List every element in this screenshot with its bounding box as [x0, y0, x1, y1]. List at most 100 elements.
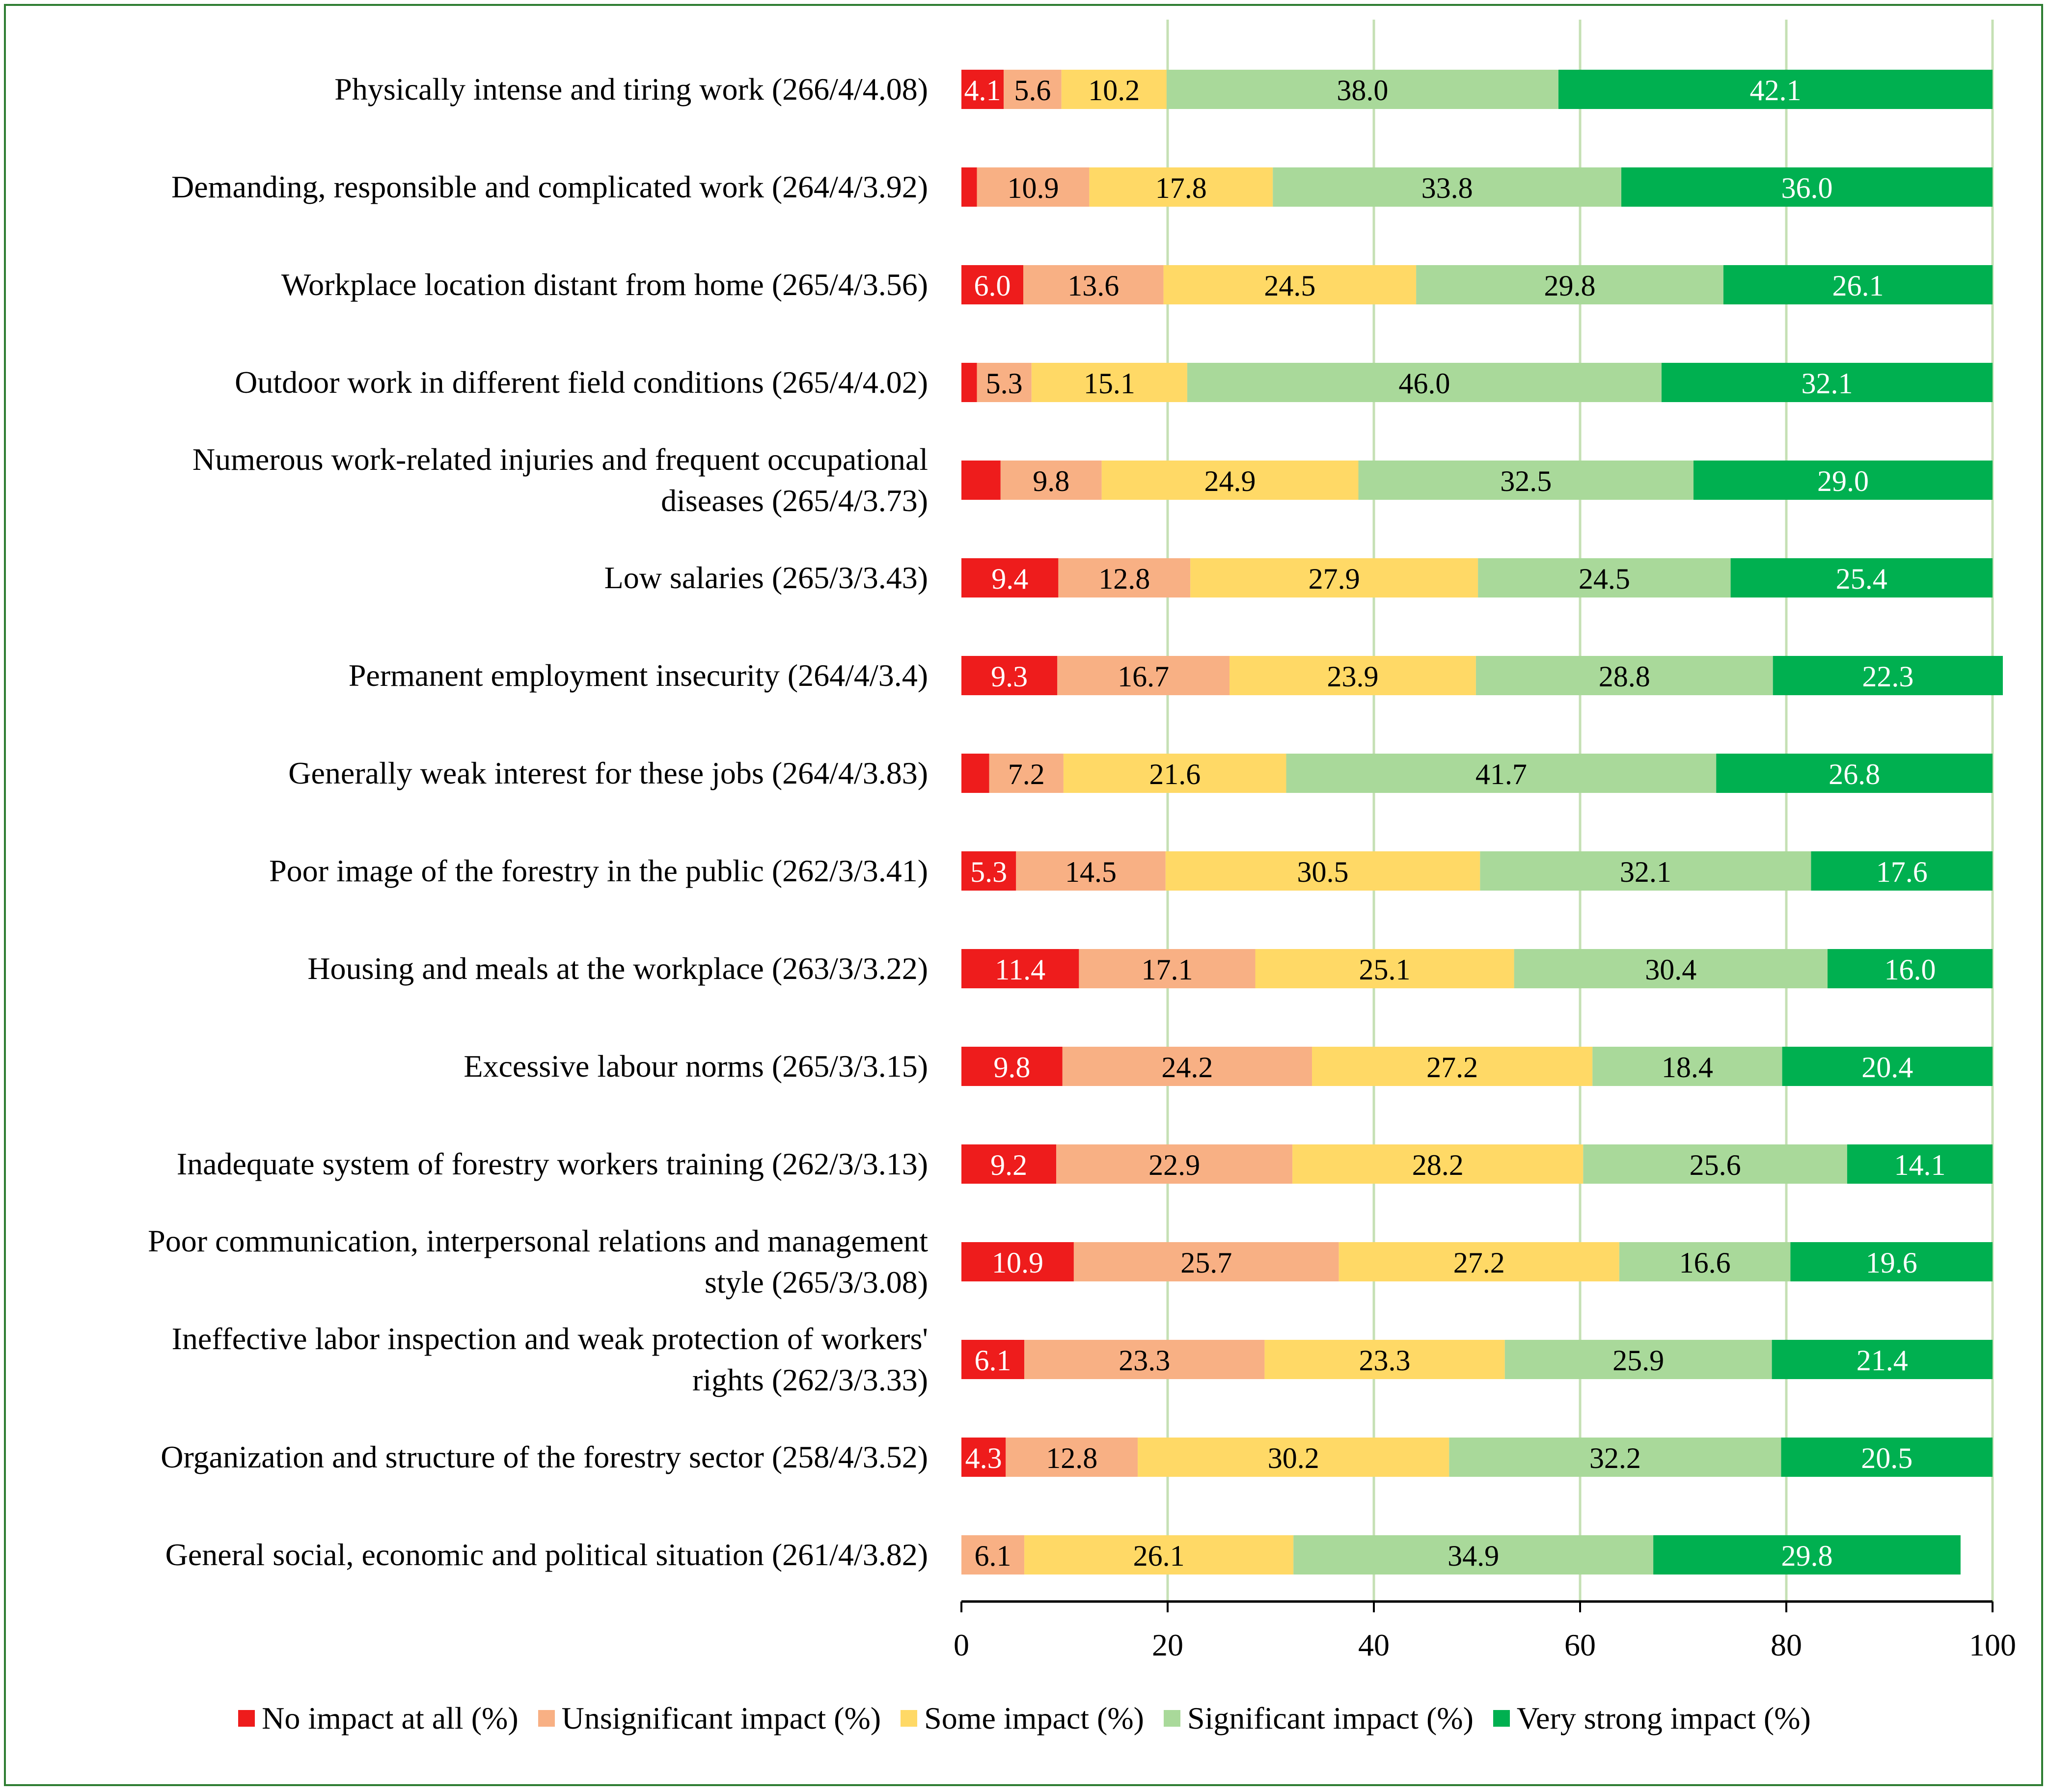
- category-label-line: Inadequate system of forestry workers tr…: [176, 1146, 928, 1181]
- category-label-line: Poor communication, interpersonal relati…: [148, 1223, 928, 1258]
- legend-swatch: [1493, 1710, 1510, 1727]
- data-label: 12.8: [1046, 1442, 1097, 1474]
- bar-segment: [1079, 949, 1256, 988]
- bar-segment: [1592, 1047, 1782, 1086]
- data-label: 17.6: [1876, 856, 1928, 888]
- data-label: 15.1: [1084, 367, 1135, 400]
- data-label: 26.8: [1829, 758, 1880, 790]
- bar-segment: [1781, 1438, 1993, 1477]
- category-label-line: diseases (265/4/3.73): [661, 483, 928, 518]
- data-label: 25.7: [1180, 1247, 1232, 1279]
- bar-segment: [1229, 656, 1476, 695]
- data-label: 10.2: [1088, 74, 1140, 107]
- data-label: 17.1: [1141, 953, 1193, 986]
- bar-segment: [961, 461, 1001, 500]
- legend: No impact at all (%) Unsignificant impact…: [0, 1694, 2049, 1743]
- bar-segment: [961, 656, 1058, 695]
- bar-segment: [1264, 1340, 1505, 1379]
- bar-segment: [961, 1340, 1025, 1379]
- bar-segment: [1006, 1438, 1138, 1477]
- bar-segment: [1583, 1144, 1847, 1184]
- bar-segment: [961, 1047, 1063, 1086]
- bar-segment: [1101, 461, 1359, 500]
- data-label: 25.9: [1612, 1344, 1664, 1377]
- bar-segment: [1716, 754, 1993, 793]
- category-label: Physically intense and tiring work (266/…: [5, 69, 928, 110]
- category-label: Low salaries (265/3/3.43): [5, 557, 928, 598]
- category-label-line: Excessive labour norms (265/3/3.15): [464, 1049, 928, 1084]
- bar-segment: [1190, 558, 1478, 597]
- x-tick-label: 20: [1152, 1628, 1183, 1662]
- category-label-line: rights (262/3/3.33): [692, 1362, 928, 1397]
- data-label: 42.1: [1749, 74, 1801, 107]
- category-label: Workplace location distant from home (26…: [5, 264, 928, 305]
- data-label: 4.3: [965, 1442, 1002, 1474]
- bar-segment: [961, 1438, 1006, 1477]
- category-label: Organization and structure of the forest…: [5, 1437, 928, 1478]
- bar-segment: [1163, 265, 1417, 304]
- data-label: 21.4: [1857, 1344, 1908, 1377]
- data-label: 27.9: [1309, 563, 1360, 595]
- data-label: 18.4: [1662, 1051, 1713, 1084]
- category-label: Housing and meals at the workplace (263/…: [5, 948, 928, 989]
- data-label: 9.2: [990, 1149, 1027, 1181]
- bar-segment: [961, 949, 1079, 988]
- x-axis: 0 20 40 60 80 100: [954, 1600, 2016, 1662]
- bar-segment: [1480, 851, 1811, 891]
- data-label: 32.2: [1589, 1442, 1641, 1474]
- data-label: 29.8: [1544, 270, 1596, 302]
- bar-segment: [1790, 1242, 1993, 1281]
- data-label: 22.9: [1148, 1149, 1200, 1181]
- bar-segment: [1619, 1242, 1791, 1281]
- bar-segment: [1723, 265, 1993, 304]
- bar-segment: [961, 851, 1016, 891]
- bar-segment: [1475, 656, 1773, 695]
- data-label: 24.9: [1204, 465, 1256, 497]
- category-label: General social, economic and political s…: [5, 1534, 928, 1575]
- legend-label: Significant impact (%): [1187, 1701, 1474, 1736]
- data-label: 9.8: [993, 1051, 1030, 1084]
- data-label: 19.6: [1866, 1247, 1917, 1279]
- legend-swatch: [1163, 1710, 1180, 1727]
- data-label: 26.1: [1133, 1540, 1185, 1572]
- bar-segment: [1653, 1535, 1961, 1575]
- x-tick-label: 80: [1771, 1628, 1802, 1662]
- category-label: Poor communication, interpersonal relati…: [5, 1221, 928, 1303]
- category-label: Numerous work-related injuries and frequ…: [5, 439, 928, 521]
- bar-segment: [1187, 363, 1662, 402]
- data-label: 38.0: [1337, 74, 1388, 107]
- data-label: 29.0: [1817, 465, 1869, 497]
- data-label: 32.1: [1620, 856, 1671, 888]
- data-label: 6.1: [975, 1344, 1011, 1377]
- data-label: 14.5: [1065, 856, 1117, 888]
- bar-segment: [1024, 1340, 1265, 1379]
- category-label: Outdoor work in different field conditio…: [5, 362, 928, 403]
- x-tick-label: 60: [1564, 1628, 1596, 1662]
- bar-segment: [1772, 1340, 1993, 1379]
- bar-segment: [1847, 1144, 1993, 1184]
- legend-label: No impact at all (%): [262, 1701, 519, 1736]
- bar-segment: [1061, 70, 1167, 109]
- data-label: 30.4: [1645, 953, 1696, 986]
- x-tick-label: 0: [954, 1628, 969, 1662]
- bar-segment: [1661, 363, 1993, 402]
- bar-segment: [1138, 1438, 1449, 1477]
- data-label: 5.3: [986, 367, 1023, 400]
- data-label: 30.5: [1297, 856, 1349, 888]
- data-label: 11.4: [995, 953, 1045, 986]
- data-label: 9.4: [991, 563, 1028, 595]
- data-label: 28.8: [1599, 660, 1650, 693]
- bar-segment: [977, 167, 1090, 207]
- x-tick-label: 40: [1358, 1628, 1390, 1662]
- data-label: 20.4: [1861, 1051, 1913, 1084]
- category-label: Permanent employment insecurity (264/4/3…: [5, 655, 928, 696]
- bar-segment: [1073, 1242, 1339, 1281]
- data-label: 14.1: [1894, 1149, 1945, 1181]
- data-label: 12.8: [1098, 563, 1150, 595]
- bar-segment: [1292, 1144, 1584, 1184]
- data-label: 23.3: [1359, 1344, 1411, 1377]
- bar-segment: [961, 1535, 1025, 1575]
- bar-segment: [961, 1144, 1057, 1184]
- bar-segment: [1024, 1535, 1294, 1575]
- bar-segment: [1339, 1242, 1619, 1281]
